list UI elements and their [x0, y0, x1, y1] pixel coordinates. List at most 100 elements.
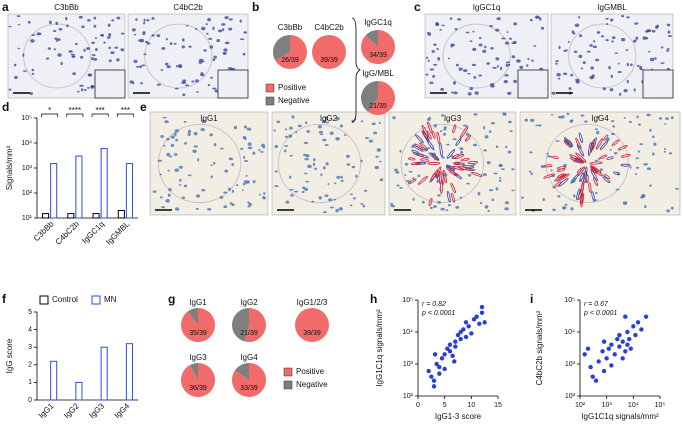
- nucleus: [421, 200, 425, 204]
- y-tick-label: 1: [28, 379, 32, 386]
- y-tick-label: 10⁵: [402, 297, 413, 304]
- nucleus: [443, 132, 447, 136]
- point: [429, 374, 434, 379]
- nucleus: [95, 48, 98, 52]
- nucleus: [90, 57, 94, 61]
- nucleus: [596, 31, 601, 34]
- nucleus: [291, 115, 295, 119]
- nucleus: [505, 63, 509, 67]
- nucleus: [166, 65, 171, 69]
- nucleus: [535, 124, 539, 127]
- nucleus: [623, 88, 628, 93]
- stain: [426, 130, 432, 140]
- nucleus: [213, 162, 216, 165]
- nucleus: [637, 150, 640, 153]
- nucleus: [612, 125, 616, 128]
- nucleus: [477, 191, 481, 196]
- point: [609, 342, 614, 347]
- nucleus: [519, 65, 524, 70]
- nucleus: [339, 124, 344, 128]
- nucleus: [611, 36, 616, 40]
- nucleus: [274, 170, 278, 173]
- pie-title: IgG/MBL: [362, 69, 394, 78]
- legend-label: Negative: [278, 96, 310, 105]
- nucleus: [242, 182, 246, 186]
- nucleus: [325, 162, 329, 166]
- stain: [589, 138, 595, 153]
- bar: [117, 209, 125, 219]
- pie-positive: [244, 308, 266, 342]
- nucleus: [570, 119, 574, 123]
- point: [625, 329, 630, 335]
- glomerulus-outline: [400, 123, 485, 204]
- nucleus: [349, 193, 354, 196]
- nucleus: [499, 177, 502, 179]
- nucleus: [639, 68, 644, 71]
- nucleus: [573, 50, 578, 54]
- nucleus: [502, 112, 507, 116]
- nucleus: [322, 138, 327, 142]
- nucleus: [263, 196, 266, 200]
- y-tick-label: 10²: [403, 393, 414, 400]
- nucleus: [467, 173, 472, 177]
- nucleus: [70, 53, 76, 56]
- nucleus: [212, 58, 216, 62]
- nucleus: [185, 84, 190, 87]
- nucleus: [244, 137, 247, 140]
- nucleus: [45, 57, 50, 60]
- nucleus: [663, 147, 667, 150]
- x-tick-label: 0: [416, 402, 420, 409]
- nucleus: [472, 163, 476, 166]
- micrograph-title: C4bC2b: [173, 3, 203, 12]
- nucleus: [191, 80, 195, 83]
- nucleus: [629, 63, 633, 66]
- point: [617, 332, 622, 338]
- pie-positive: [312, 35, 346, 69]
- nucleus: [247, 146, 253, 150]
- nucleus: [159, 196, 163, 199]
- point: [601, 368, 607, 374]
- nucleus: [335, 116, 340, 121]
- nucleus: [484, 205, 489, 209]
- nucleus: [529, 18, 533, 22]
- nucleus: [512, 40, 517, 44]
- nucleus: [592, 45, 597, 49]
- nucleus: [451, 155, 454, 158]
- nucleus: [90, 84, 95, 89]
- stain: [602, 176, 611, 184]
- nucleus: [311, 200, 315, 203]
- point: [463, 320, 469, 325]
- nucleus: [443, 173, 448, 177]
- nucleus: [471, 63, 477, 67]
- y-tick-label: 10⁵: [564, 297, 575, 304]
- point: [455, 332, 461, 338]
- nucleus: [352, 197, 356, 200]
- nucleus: [583, 173, 588, 177]
- nucleus: [498, 164, 502, 167]
- annotation: r = 0.67: [584, 301, 609, 308]
- nucleus: [575, 78, 580, 82]
- glomerulus-outline: [144, 23, 213, 89]
- point: [601, 339, 607, 344]
- point: [447, 349, 453, 354]
- nucleus: [432, 205, 437, 208]
- nucleus: [654, 57, 657, 60]
- nucleus: [17, 47, 20, 50]
- nucleus: [521, 196, 525, 199]
- nucleus: [550, 174, 556, 178]
- nucleus: [345, 154, 350, 158]
- nucleus: [243, 31, 248, 34]
- nucleus: [312, 158, 316, 162]
- nucleus: [429, 68, 435, 71]
- nucleus: [55, 21, 59, 26]
- pie-positive: [368, 81, 395, 116]
- stain: [470, 172, 483, 177]
- nucleus: [167, 193, 171, 197]
- nucleus: [173, 132, 177, 136]
- nucleus: [235, 184, 239, 187]
- nucleus: [80, 55, 84, 59]
- nucleus: [593, 39, 596, 43]
- nucleus: [197, 158, 200, 162]
- annotation: p < 0.0001: [421, 310, 455, 317]
- y-tick-label: 0: [28, 397, 32, 404]
